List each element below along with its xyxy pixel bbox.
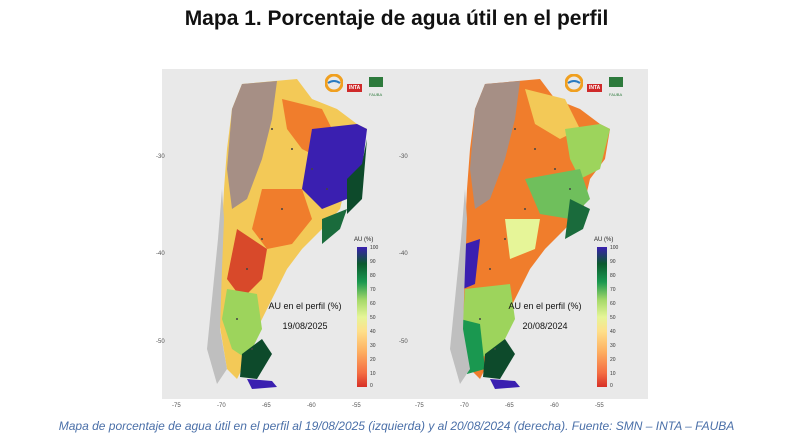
inta-logo: INTA <box>587 84 603 92</box>
legend-tick: 80 <box>610 273 616 279</box>
legend-tick: 0 <box>610 383 613 389</box>
fauba-logo: FAUBA <box>369 74 383 97</box>
lon-tick: -65 <box>262 403 271 409</box>
inta-logo: INTA <box>347 84 363 92</box>
lat-tick: -50 <box>156 339 165 345</box>
lon-tick: -75 <box>172 403 181 409</box>
soil-water-map-2024 <box>450 79 610 389</box>
legend-tick: 10 <box>610 371 616 377</box>
legend-tick: 50 <box>370 315 376 321</box>
legend-tick: 30 <box>370 343 376 349</box>
legend-tick: 90 <box>370 259 376 265</box>
map-panel-2024: INTA FAUBA -30 -40 -50 AU en el perfil (… <box>399 69 648 409</box>
legend-tick: 20 <box>370 357 376 363</box>
smn-logo <box>564 73 584 97</box>
lat-tick: -40 <box>156 251 165 257</box>
legend-tick: 0 <box>370 383 373 389</box>
legend-tick: 70 <box>370 287 376 293</box>
lon-tick: -75 <box>415 403 424 409</box>
smn-logo <box>324 73 344 97</box>
map-date: 19/08/2025 <box>282 321 328 331</box>
lon-tick: -70 <box>217 403 226 409</box>
lat-tick: -50 <box>399 339 408 345</box>
lat-tick: -40 <box>399 251 408 257</box>
map-date: 20/08/2024 <box>522 321 568 331</box>
lat-tick: -30 <box>156 154 165 160</box>
lon-tick: -60 <box>307 403 316 409</box>
legend-tick: 20 <box>610 357 616 363</box>
fauba-logo: FAUBA <box>609 74 623 97</box>
page-title: Mapa 1. Porcentaje de agua útil en el pe… <box>184 7 609 30</box>
figure-caption: Mapa de porcentaje de agua útil en el pe… <box>58 419 735 433</box>
map-label: AU en el perfil (%) <box>268 301 342 311</box>
legend-tick: 90 <box>610 259 616 265</box>
lat-tick: -30 <box>399 154 408 160</box>
lon-tick: -55 <box>595 403 604 409</box>
legend-tick: 40 <box>370 329 376 335</box>
lon-tick: -55 <box>352 403 361 409</box>
legend-colorbar <box>597 247 607 387</box>
legend-tick: 30 <box>610 343 616 349</box>
legend-tick: 40 <box>610 329 616 335</box>
lon-tick: -70 <box>460 403 469 409</box>
lon-tick: -60 <box>550 403 559 409</box>
legend-title: AU (%) <box>594 237 614 243</box>
soil-water-map-2025 <box>207 79 367 389</box>
legend-tick: 10 <box>370 371 376 377</box>
legend-tick: 60 <box>370 301 376 307</box>
legend-colorbar <box>357 247 367 387</box>
map-label: AU en el perfil (%) <box>508 301 582 311</box>
legend-tick: 80 <box>370 273 376 279</box>
legend-title: AU (%) <box>354 237 374 243</box>
legend-tick: 100 <box>610 245 619 251</box>
legend-tick: 60 <box>610 301 616 307</box>
lon-tick: -65 <box>505 403 514 409</box>
legend-tick: 50 <box>610 315 616 321</box>
legend-tick: 100 <box>370 245 379 251</box>
map-panel-2025: INTA FAUBA -30 -40 -50 AU en el perfil (… <box>156 69 405 409</box>
legend-tick: 70 <box>610 287 616 293</box>
